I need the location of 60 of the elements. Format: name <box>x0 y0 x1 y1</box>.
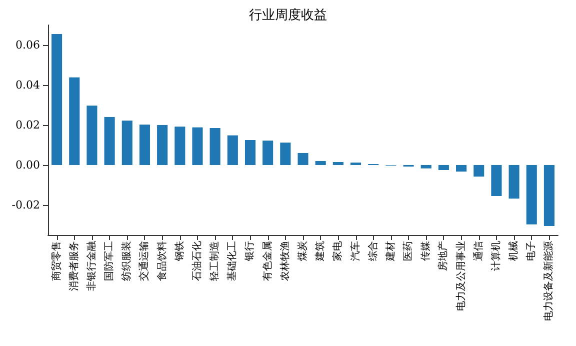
x-tick-label: 电力及公用事业 <box>454 241 467 311</box>
y-tick-label: 0.02 <box>16 118 40 132</box>
x-tick-label: 国防军工 <box>103 241 116 281</box>
y-tick-label: 0.00 <box>16 158 40 172</box>
x-tick-label: 机械 <box>508 241 520 261</box>
x-tick-label: 非银行金融 <box>85 241 98 291</box>
x-tick-label: 建筑 <box>314 241 326 262</box>
bar <box>122 120 132 165</box>
bar <box>456 165 467 172</box>
bar <box>508 165 520 199</box>
x-tick-label: 电子 <box>525 241 538 261</box>
y-tick-label: -0.02 <box>12 198 40 212</box>
x-tick-label: 商贸零售 <box>50 241 62 281</box>
bar <box>52 34 62 165</box>
x-tick-label: 汽车 <box>349 241 362 261</box>
x-tick-label: 计算机 <box>490 241 502 271</box>
bar <box>174 126 186 165</box>
bar <box>69 77 80 165</box>
y-tick-label: 0.06 <box>16 38 40 52</box>
bar <box>526 165 537 224</box>
bar <box>474 165 484 177</box>
x-tick-label: 煤炭 <box>296 241 308 261</box>
x-tick-label: 综合 <box>366 241 379 261</box>
bar <box>544 165 554 226</box>
bar <box>315 161 326 165</box>
x-tick-label: 钢铁 <box>173 241 186 262</box>
x-tick-label: 银行 <box>244 241 256 262</box>
x-tick-label: 食品饮料 <box>156 241 168 281</box>
x-tick-label: 医药 <box>402 241 414 261</box>
bar <box>86 106 98 165</box>
x-tick-label: 房地产 <box>437 241 450 271</box>
bar <box>438 165 449 170</box>
bar <box>491 165 502 196</box>
bar <box>298 153 308 165</box>
x-tick-label: 建材 <box>384 241 396 262</box>
x-tick-label: 传媒 <box>420 241 432 261</box>
x-tick-label: 石油石化 <box>190 241 203 281</box>
bar <box>420 165 432 168</box>
x-tick-label: 交通运输 <box>138 241 150 281</box>
x-tick-label: 基础化工 <box>226 241 238 281</box>
chart-title: 行业周度收益 <box>249 7 327 23</box>
x-tick-label: 家电 <box>332 241 344 261</box>
bar <box>262 140 274 165</box>
bar <box>227 135 238 165</box>
x-tick-label: 有色金属 <box>261 241 274 281</box>
bar <box>280 142 291 165</box>
bar <box>332 162 344 165</box>
x-tick-label: 轻工制造 <box>208 241 221 281</box>
x-tick-label: 农林牧渔 <box>278 241 291 281</box>
bar <box>157 125 168 165</box>
x-tick-label: 消费者服务 <box>68 241 80 291</box>
x-tick-label: 电力设备及新能源 <box>542 241 555 321</box>
x-tick-label: 通信 <box>472 241 484 261</box>
bar <box>210 128 220 165</box>
bar <box>192 127 203 165</box>
bar <box>139 124 150 165</box>
bar <box>244 140 256 165</box>
x-tick-label: 纺织服装 <box>120 241 133 281</box>
bar <box>104 117 115 165</box>
y-tick-label: 0.04 <box>16 78 40 92</box>
